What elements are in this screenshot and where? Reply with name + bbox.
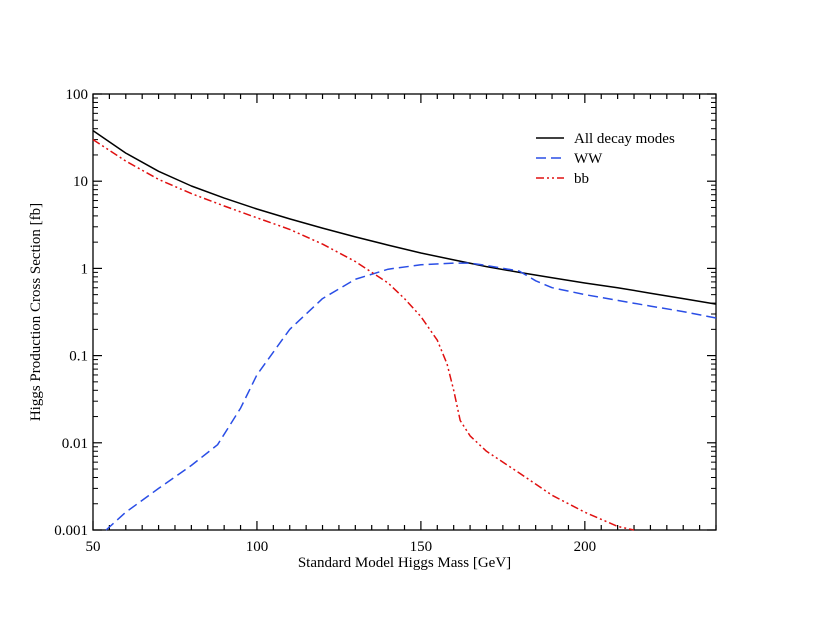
x-tick-label: 100: [246, 539, 269, 555]
legend-label: bb: [574, 171, 589, 187]
y-tick-label: 100: [66, 87, 89, 103]
y-tick-label: 10: [73, 174, 88, 190]
x-tick-label: 150: [410, 539, 433, 555]
x-axis-ticks: 50 100 150 200: [86, 94, 717, 555]
series-line-ww: [105, 262, 717, 531]
series-layer: [92, 129, 717, 531]
series-line-all-decay-modes: [92, 129, 717, 305]
y-axis-ticks: 0.001 0.01 0.1 1 10 100: [54, 87, 716, 539]
y-axis-title: Higgs Production Cross Section [fb]: [28, 203, 44, 421]
legend-label: All decay modes: [574, 131, 675, 147]
x-tick-label: 50: [86, 539, 101, 555]
x-tick-label: 200: [574, 539, 597, 555]
x-axis-title: Standard Model Higgs Mass [GeV]: [298, 555, 511, 571]
y-tick-label: 0.1: [69, 349, 88, 365]
series-line-bb: [92, 138, 635, 531]
y-tick-label: 0.001: [54, 523, 88, 539]
y-tick-label: 1: [81, 261, 89, 277]
y-tick-label: 0.01: [62, 436, 88, 452]
legend: All decay modes WW bb: [536, 131, 675, 187]
plot-frame: [92, 93, 717, 531]
legend-label: WW: [574, 151, 603, 167]
